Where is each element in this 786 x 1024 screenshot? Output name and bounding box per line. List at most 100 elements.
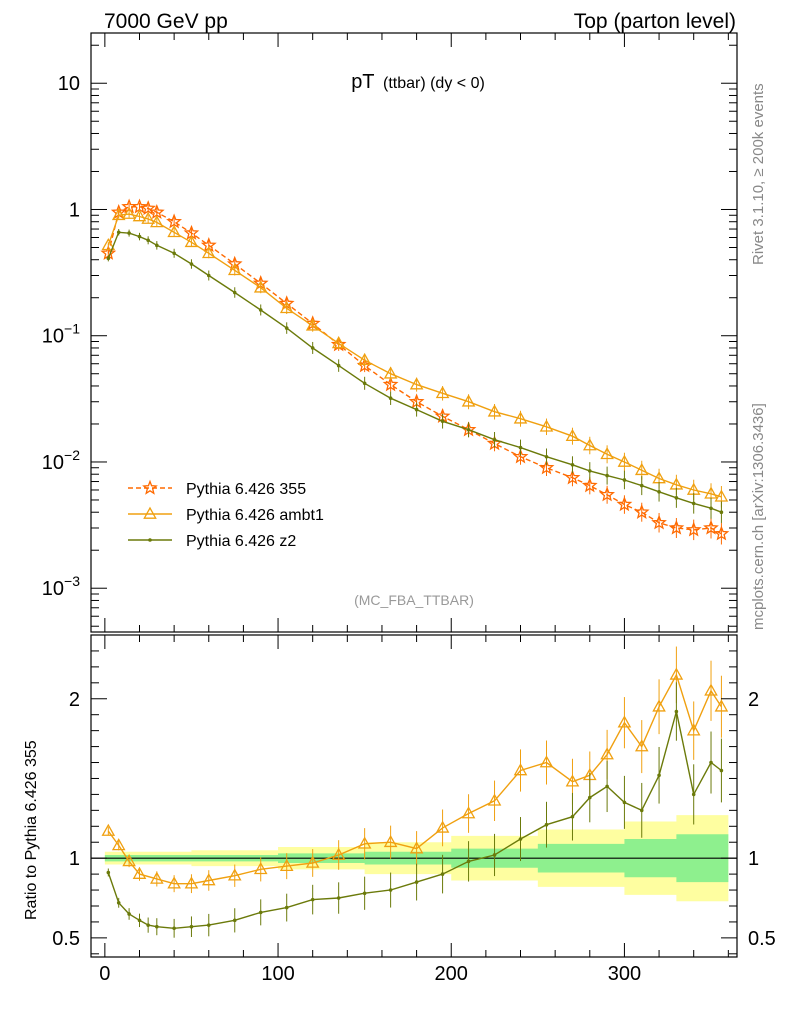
plot-title-sub: (ttbar) (dy < 0) <box>383 75 485 92</box>
ratio-y-axis-label: Ratio to Pythia 6.426 355 <box>23 740 40 920</box>
ratio-data-point <box>258 910 263 915</box>
data-point <box>189 262 194 266</box>
legend: Pythia 6.426 355 Pythia 6.426 ambt1 Pythia… <box>128 479 324 550</box>
data-point <box>719 510 724 515</box>
legend-swatch-marker <box>142 479 158 495</box>
data-point <box>538 459 555 475</box>
data-point <box>570 462 575 467</box>
ratio-data-point <box>106 870 111 875</box>
ratio-data-point <box>132 866 147 879</box>
ratio-y-tick-label: 0.5 <box>52 928 80 950</box>
data-point <box>101 238 116 251</box>
data-point <box>685 521 702 537</box>
y-tick-label: 10−2 <box>42 447 80 474</box>
ratio-data-point <box>357 836 372 849</box>
series-line-2 <box>107 231 722 513</box>
ratio-data-point <box>331 847 346 860</box>
plot-title-main: pT <box>351 71 374 93</box>
data-point <box>232 290 237 295</box>
y-tick-label: 10 <box>58 73 80 95</box>
y-tick-label-exponent: −2 <box>64 447 80 463</box>
data-point <box>703 519 719 535</box>
data-point <box>167 224 181 238</box>
data-point <box>362 381 367 386</box>
x-tick-label: 100 <box>261 963 294 985</box>
data-point <box>141 211 155 224</box>
ratio-data-point <box>137 918 142 923</box>
plot-title: pT (ttbar) (dy < 0) <box>351 71 485 93</box>
data-point <box>492 437 497 442</box>
y-tick-label-base: 10 <box>42 452 64 474</box>
legend-label: Pythia 6.426 ambt1 <box>186 507 324 524</box>
y-tick-label-base: 10 <box>42 326 64 348</box>
y-tick-label-exponent: −3 <box>64 573 80 589</box>
ratio-data-point <box>232 918 237 923</box>
legend-swatch-marker <box>148 538 152 542</box>
ratio-data-point <box>587 795 592 800</box>
data-point <box>600 446 614 460</box>
data-point <box>122 206 136 219</box>
data-point <box>227 262 242 276</box>
header-left: 7000 GeV pp <box>104 10 228 33</box>
x-tick-label: 200 <box>435 963 468 985</box>
data-point <box>201 245 216 259</box>
data-point <box>137 234 142 239</box>
data-point <box>414 407 419 412</box>
ratio-data-point <box>146 923 150 927</box>
data-point <box>668 519 685 535</box>
data-point <box>539 419 554 432</box>
y-tick-label: 1 <box>69 199 80 221</box>
legend-label: Pythia 6.426 z2 <box>186 533 296 550</box>
ratio-data-point <box>440 872 445 876</box>
data-point <box>587 469 592 473</box>
ratio-data-point <box>388 888 393 892</box>
data-point <box>616 496 633 512</box>
ratio-series-line-1 <box>107 711 722 930</box>
data-point <box>691 501 696 506</box>
data-point <box>150 215 164 228</box>
ratio-data-point <box>127 912 131 916</box>
data-point <box>440 419 445 424</box>
ratio-data-point <box>184 876 199 889</box>
ratio-y-tick-label-right: 0.5 <box>748 928 776 950</box>
ratio-data-point <box>206 923 211 927</box>
ratio-data-point <box>362 891 367 896</box>
data-point <box>388 396 393 401</box>
y-tick-label-base: 1 <box>69 199 80 221</box>
ratio-panel: 0.5 0.5 1 1 2 2 0 100 200 300 Ratio to Pythia 6.… <box>23 634 776 985</box>
data-point <box>284 326 289 330</box>
ratio-data-point <box>201 873 216 886</box>
data-point <box>435 385 450 399</box>
main-frame <box>90 32 738 633</box>
ratio-data-point <box>600 747 614 760</box>
data-point <box>657 490 661 494</box>
ratio-data-point <box>492 853 497 857</box>
x-tick-label: 0 <box>99 963 110 985</box>
data-point <box>127 231 131 235</box>
data-point <box>713 525 730 541</box>
rivet-label: Rivet 3.1.10, ≥ 200k events <box>750 83 767 265</box>
data-point <box>132 209 147 222</box>
data-point <box>617 454 632 467</box>
ratio-data-point <box>639 808 644 813</box>
legend-swatch-marker <box>143 506 157 519</box>
legend-label: Pythia 6.426 355 <box>186 481 306 498</box>
ratio-data-point <box>227 868 242 881</box>
data-point <box>513 411 528 424</box>
y-tick-label: 10−3 <box>42 573 80 600</box>
ratio-data-point <box>305 855 320 868</box>
ratio-data-point <box>336 896 341 900</box>
data-point <box>518 445 523 450</box>
data-point <box>461 394 476 407</box>
ratio-data-point <box>284 905 289 910</box>
ratio-frame <box>90 634 738 958</box>
ratio-data-point <box>719 768 724 773</box>
ratio-data-point <box>657 773 661 778</box>
series-line-1 <box>107 213 722 498</box>
ratio-data-point <box>565 774 580 787</box>
ratio-data-point <box>101 823 116 836</box>
ratio-data-point <box>622 800 627 805</box>
data-point <box>709 506 713 511</box>
y-tick-label-base: 10 <box>58 73 80 95</box>
